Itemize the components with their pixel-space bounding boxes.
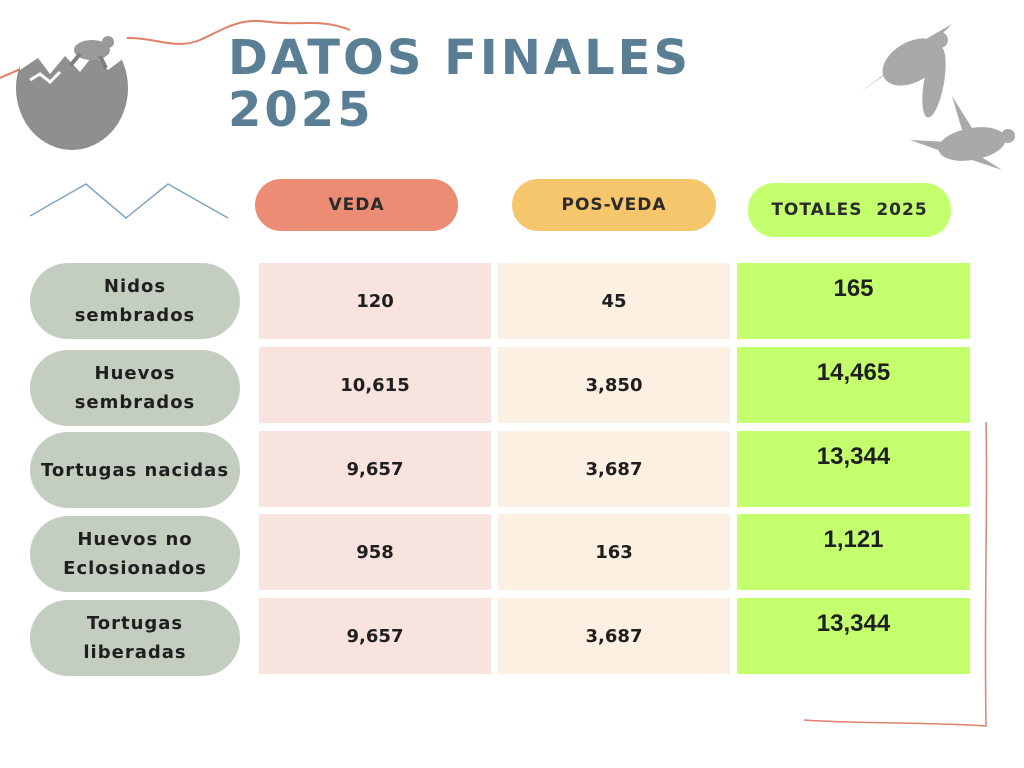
title-line-2: 2025 <box>228 82 374 138</box>
posveda-cell-nidos-sembrados: 45 <box>498 263 730 339</box>
posveda-cell-huevos-no-eclosionados: 163 <box>498 514 730 590</box>
row-label-huevos-sembrados: Huevos sembrados <box>30 350 240 426</box>
veda-cell-tortugas-liberadas: 9,657 <box>259 598 491 674</box>
veda-header-label: VEDA <box>328 195 385 215</box>
veda-cell-tortugas-nacidas: 9,657 <box>259 431 491 507</box>
total-cell-tortugas-liberadas: 13,344 <box>737 598 970 674</box>
total-cell-huevos-no-eclosionados: 1,121 <box>737 514 970 590</box>
title-line-1: DATOS FINALES <box>228 30 692 86</box>
row-label-nidos-sembrados: Nidos sembrados <box>30 263 240 339</box>
veda-cell-nidos-sembrados: 120 <box>259 263 491 339</box>
total-cell-huevos-sembrados: 14,465 <box>737 347 970 423</box>
mountain-line-icon <box>29 183 229 219</box>
veda-cell-huevos-no-eclosionados: 958 <box>259 514 491 590</box>
veda-header: VEDA <box>255 179 458 231</box>
totales-header-label: TOTALES 2025 <box>771 200 928 220</box>
posveda-header-label: POS-VEDA <box>561 195 667 215</box>
total-cell-tortugas-nacidas: 13,344 <box>737 431 970 507</box>
page-title: DATOS FINALES 2025 <box>228 32 691 136</box>
turtle-hatchling-egg-icon <box>16 19 128 150</box>
posveda-cell-tortugas-nacidas: 3,687 <box>498 431 730 507</box>
sea-turtles-illustration-icon <box>860 24 1015 170</box>
veda-cell-huevos-sembrados: 10,615 <box>259 347 491 423</box>
total-cell-nidos-sembrados: 165 <box>737 263 970 339</box>
totales-header: TOTALES 2025 <box>748 183 951 237</box>
posveda-cell-huevos-sembrados: 3,850 <box>498 347 730 423</box>
row-label-tortugas-nacidas: Tortugas nacidas <box>30 432 240 508</box>
row-label-huevos-no-eclosionados: Huevos no Eclosionados <box>30 516 240 592</box>
row-label-tortugas-liberadas: Tortugas liberadas <box>30 600 240 676</box>
posveda-header: POS-VEDA <box>512 179 716 231</box>
corner-line-decoration <box>803 421 988 727</box>
posveda-cell-tortugas-liberadas: 3,687 <box>498 598 730 674</box>
